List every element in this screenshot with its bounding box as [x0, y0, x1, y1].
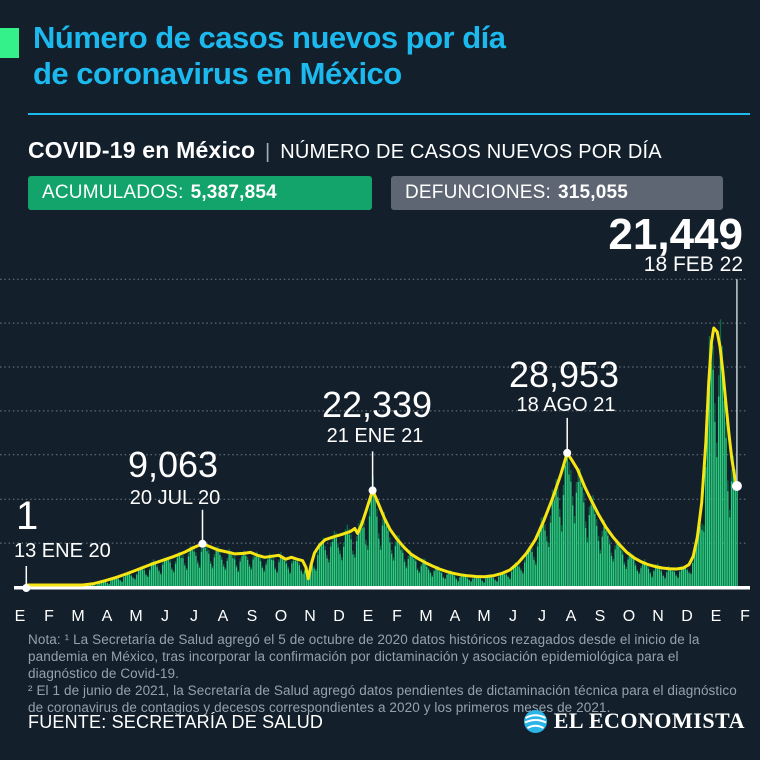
svg-text:D: D [681, 608, 693, 625]
svg-text:O: O [623, 608, 635, 625]
svg-text:F: F [392, 608, 402, 625]
subtitle-separator: | [265, 141, 271, 163]
page-title-line2: de coronavirus en México [33, 56, 402, 91]
svg-text:A: A [450, 608, 461, 625]
accumulated-badge: ACUMULADOS: 5,387,854 [28, 176, 372, 210]
svg-text:M: M [419, 608, 432, 625]
kicker-square [0, 28, 19, 58]
svg-text:A: A [218, 608, 229, 625]
svg-text:S: S [595, 608, 606, 625]
annotation-latest-value: 21,449 [608, 210, 743, 259]
svg-text:D: D [333, 608, 345, 625]
svg-text:N: N [304, 608, 316, 625]
svg-text:J: J [190, 608, 198, 625]
svg-text:F: F [740, 608, 750, 625]
svg-text:A: A [566, 608, 577, 625]
el-economista-logo [523, 709, 547, 733]
footnote: Nota: ¹ La Secretaría de Salud agregó el… [28, 631, 746, 716]
svg-text:S: S [247, 608, 258, 625]
brand-wordmark: EL ECONOMISTA [553, 708, 745, 733]
deaths-badge-label: DEFUNCIONES: [405, 182, 551, 203]
deaths-badge-value: 315,055 [557, 182, 629, 203]
brand-block: EL ECONOMISTA [523, 708, 745, 734]
footnote-line1: Nota: ¹ La Secretaría de Salud agregó el… [28, 632, 700, 681]
title-divider [28, 113, 750, 115]
page-title: Número de casos nuevos por día de corona… [33, 20, 743, 92]
svg-text:N: N [652, 608, 664, 625]
subtitle-rest: NÚMERO DE CASOS NUEVOS POR DÍA [280, 141, 662, 163]
annotation-wave2-date: 21 ENE 21 [326, 425, 424, 447]
annotation-wave3-value: 28,953 [508, 354, 620, 395]
svg-text:E: E [15, 608, 26, 625]
svg-text:M: M [477, 608, 490, 625]
deaths-badge: DEFUNCIONES: 315,055 [391, 176, 723, 210]
annotation-latest-date: 18 FEB 22 [643, 253, 743, 276]
svg-text:M: M [129, 608, 142, 625]
svg-text:E: E [711, 608, 722, 625]
chart-subtitle: COVID-19 en México | NÚMERO DE CASOS NUE… [28, 137, 748, 164]
annotation-first-case-value: 1 [16, 494, 39, 538]
annotation-wave1-date: 20 JUL 20 [129, 487, 221, 509]
svg-text:J: J [509, 608, 517, 625]
annotation-wave2-value: 22,339 [321, 384, 433, 425]
source-label: FUENTE: SECRETARÍA DE SALUD [28, 712, 324, 732]
subtitle-strong: COVID-19 en México [28, 137, 256, 163]
footnote-line2: ² El 1 de junio de 2021, la Secretaría d… [28, 683, 737, 715]
accumulated-badge-value: 5,387,854 [190, 182, 277, 203]
page-title-line1: Número de casos nuevos por día [33, 20, 506, 55]
accumulated-badge-label: ACUMULADOS: [42, 182, 184, 203]
svg-text:J: J [161, 608, 169, 625]
svg-text:A: A [102, 608, 113, 625]
svg-text:F: F [44, 608, 54, 625]
annotation-wave1-value: 9,063 [127, 444, 219, 485]
svg-text:O: O [275, 608, 287, 625]
svg-text:J: J [538, 608, 546, 625]
svg-text:E: E [363, 608, 374, 625]
svg-text:M: M [71, 608, 84, 625]
annotation-first-case-date: 13 ENE 20 [14, 540, 111, 562]
annotation-wave3-date: 18 AGO 21 [516, 394, 616, 416]
